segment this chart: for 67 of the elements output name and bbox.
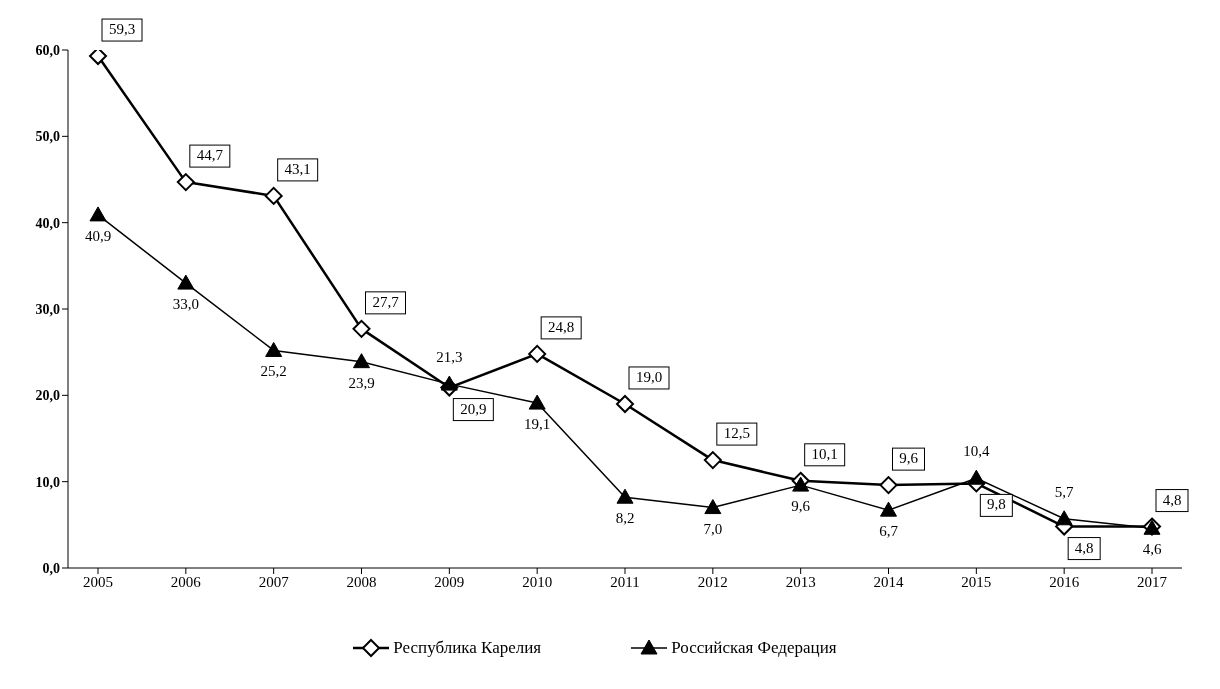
point [879,476,898,495]
point [528,394,546,410]
data-label: 19,1 [524,416,551,433]
legend-label: Республика Карелия [393,638,542,658]
data-label: 10,1 [811,445,838,462]
x-tick-label: 2010 [522,573,553,590]
point [703,451,722,470]
point [704,499,722,515]
data-label: 24,8 [548,318,575,335]
data-label: 59,3 [108,21,136,38]
point [264,186,283,205]
x-tick-label: 2008 [346,573,377,590]
data-label: 4,8 [1074,539,1094,556]
x-tick-label: 2017 [1137,573,1168,590]
x-tick-label: 2014 [873,573,904,590]
data-label: 5,7 [1054,483,1075,500]
data-label: 12,5 [723,425,750,442]
x-tick-label: 2015 [961,573,992,590]
data-label: 8,2 [615,510,635,527]
x-tick-label: 2005 [83,573,113,590]
data-label: 9,6 [899,450,919,467]
data-label: 6,7 [879,523,899,540]
y-tick-label: 0,0 [42,560,60,576]
data-label: 23,9 [348,374,375,391]
x-tick-label: 2011 [610,573,640,590]
data-label: 21,3 [436,349,463,366]
point [880,501,897,517]
data-label: 20,9 [460,400,487,417]
data-label: 7,0 [703,520,723,537]
data-label: 27,7 [372,293,400,310]
point [89,206,107,222]
x-tick-label: 2007 [258,573,290,590]
point [616,488,634,504]
y-tick-label: 10,0 [35,474,60,490]
legend-label: Российская Федерация [671,638,837,658]
data-label: 25,2 [260,363,287,380]
data-label: 9,8 [986,496,1006,513]
x-tick-label: 2012 [697,573,728,590]
data-label: 9,6 [791,498,811,515]
data-label: 44,7 [196,147,224,164]
data-label: 19,0 [635,368,663,385]
data-label: 4,8 [1162,491,1182,508]
point [353,353,370,369]
y-tick-label: 30,0 [35,301,60,317]
x-tick-label: 2009 [434,573,465,590]
data-label: 4,6 [1142,541,1162,558]
point [352,319,371,338]
point [1055,510,1073,526]
point [177,274,195,290]
y-tick-label: 20,0 [35,388,60,404]
point [616,394,634,413]
x-tick-label: 2016 [1049,573,1080,590]
data-label: 10,4 [963,443,990,460]
y-tick-label: 60,0 [35,42,60,58]
data-label: 33,0 [172,296,199,313]
x-tick-label: 2013 [785,573,816,590]
point [265,341,283,357]
data-label: 40,9 [84,227,112,244]
point [528,344,547,363]
point [176,173,195,192]
x-tick-label: 2006 [170,573,202,590]
y-tick-label: 50,0 [35,129,60,145]
point [792,476,810,492]
point [967,469,985,485]
data-label: 43,1 [284,160,311,177]
y-tick-label: 40,0 [35,215,60,231]
point [440,375,458,391]
